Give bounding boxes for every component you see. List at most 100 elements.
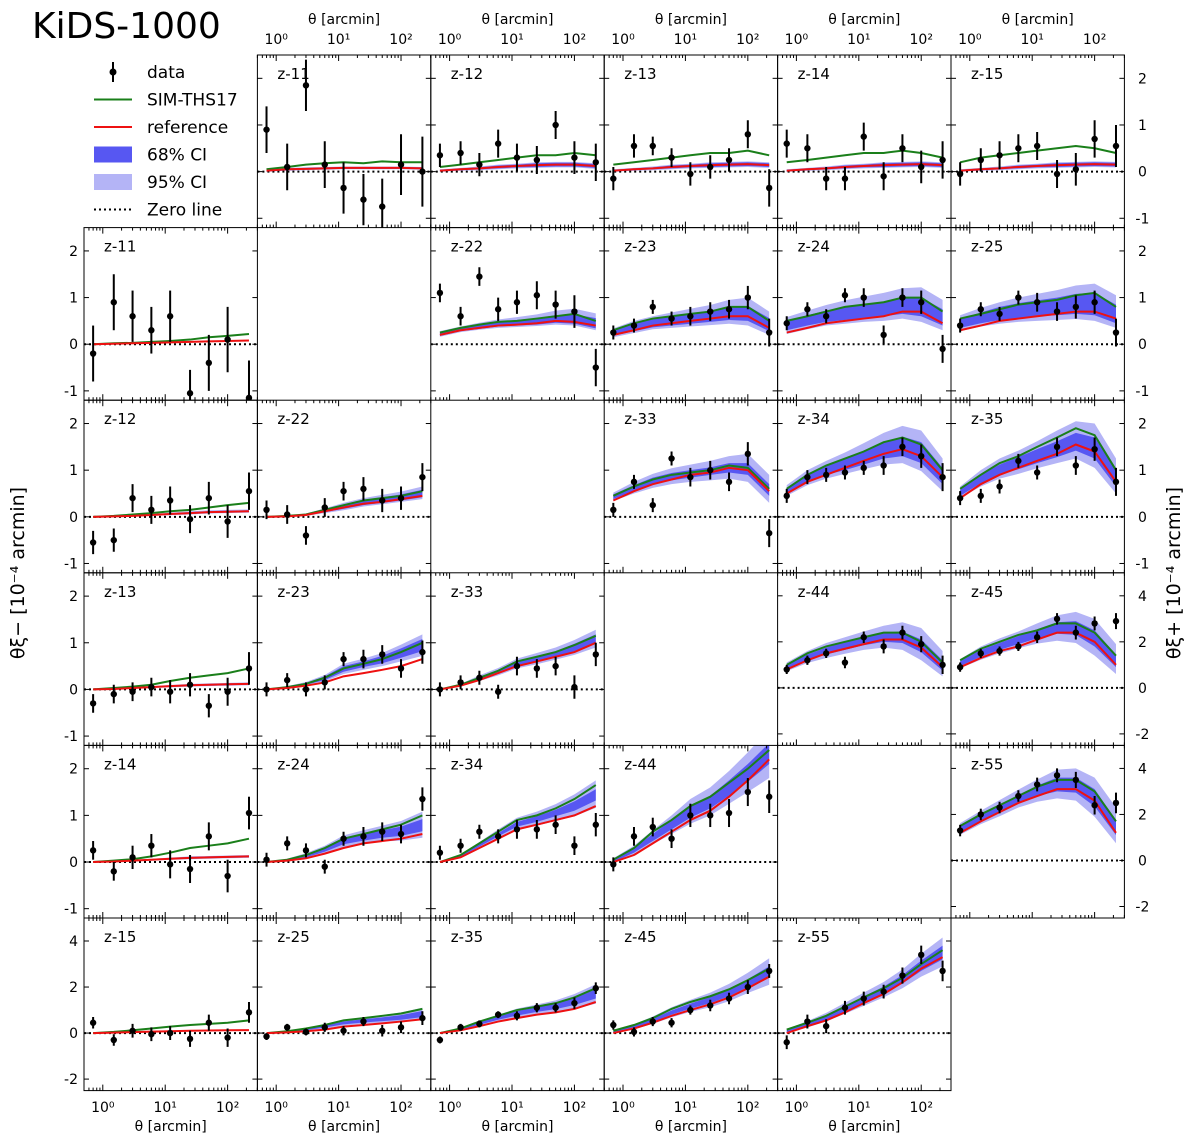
data-point: [668, 455, 675, 462]
data-point: [630, 478, 638, 486]
data-point: [494, 140, 502, 147]
data-point: [224, 1034, 231, 1041]
panel-label: z-24: [277, 755, 309, 773]
panel-label: z-13: [104, 583, 136, 601]
data-point: [841, 1004, 849, 1011]
data-point: [476, 674, 483, 681]
data-point: [610, 506, 617, 514]
sim-line: [613, 967, 770, 1032]
data-point: [687, 1006, 694, 1014]
panel-label: z-15: [971, 65, 1003, 83]
data-point: [899, 294, 906, 301]
y-tick-label-left: 0: [69, 855, 78, 871]
panel-plot-area: [430, 629, 605, 699]
y-tick-label-left: -2: [64, 1072, 78, 1088]
data-point: [899, 972, 906, 979]
panel-label: z-33: [451, 583, 483, 601]
panel-label: z-44: [624, 755, 656, 773]
y-tick-label-right: 1: [1138, 463, 1147, 479]
y-tick-label-left: 1: [69, 636, 78, 652]
panel-label: z-34: [798, 410, 830, 428]
data-point: [668, 315, 675, 322]
data-point: [610, 329, 617, 336]
reference-line: [266, 494, 423, 518]
panel-label: z-14: [104, 755, 136, 773]
data-point: [263, 126, 270, 133]
data-point: [533, 156, 541, 164]
data-point: [476, 828, 483, 835]
data-point: [379, 828, 386, 835]
x-tick-label: 10⁰: [611, 32, 635, 48]
x-tick-label: 10¹: [847, 1100, 870, 1116]
data-point: [245, 809, 253, 817]
data-point: [744, 450, 752, 458]
data-point: [379, 497, 386, 504]
y-tick-label-right: -1: [1135, 556, 1149, 572]
y-tick-label-left: 4: [69, 934, 78, 950]
data-point: [379, 203, 386, 210]
legend-swatch-ci95: [94, 174, 132, 190]
sim-line: [266, 1007, 423, 1035]
data-point: [494, 1011, 502, 1018]
data-point: [822, 313, 830, 320]
x-tick-label: 10²: [216, 1100, 239, 1116]
data-point: [860, 464, 867, 472]
x-tick-label: 10⁰: [785, 32, 809, 48]
data-point: [533, 292, 541, 299]
data-point: [419, 795, 426, 803]
data-point: [956, 322, 964, 329]
data-point: [494, 306, 502, 313]
data-point: [996, 310, 1003, 318]
y-tick-label-right: 0: [1138, 853, 1147, 869]
panel-z-45-xi_plus: z-45: [950, 572, 1125, 746]
data-point: [1072, 166, 1080, 173]
x-tick-label: 10¹: [500, 1100, 523, 1116]
data-point: [744, 131, 752, 138]
data-point: [1015, 294, 1022, 301]
data-point: [1072, 303, 1080, 311]
data-point: [687, 473, 694, 481]
data-point: [783, 666, 790, 673]
data-point: [996, 647, 1003, 655]
data-point: [397, 1024, 405, 1031]
x-tick-label: 10²: [736, 1100, 759, 1116]
data-point: [494, 688, 502, 695]
data-point: [592, 821, 599, 828]
ci95-band: [613, 745, 770, 863]
data-point: [880, 988, 887, 995]
legend-label-data: data: [147, 63, 185, 83]
panel-label: z-23: [624, 238, 656, 256]
data-point: [630, 322, 638, 329]
x-axis-label: θ [arcmin]: [308, 1119, 380, 1135]
reference-line: [786, 638, 944, 671]
data-point: [725, 156, 733, 164]
reference-line: [266, 833, 423, 864]
panel-z-11-xi_plus: z-11: [256, 54, 432, 229]
x-tick-label: 10¹: [1020, 32, 1043, 48]
sim-line: [959, 622, 1117, 662]
data-point: [224, 518, 231, 525]
x-axis-label: θ [arcmin]: [1002, 12, 1074, 28]
data-point: [533, 826, 541, 833]
data-point: [899, 629, 906, 636]
panel-z-13-xi_plus: z-13: [603, 54, 779, 229]
x-tick-label: 10¹: [500, 32, 523, 48]
data-point: [977, 156, 984, 164]
legend-label-ci68: 68% CI: [147, 146, 207, 166]
data-point: [765, 529, 773, 537]
x-axis-label: θ [arcmin]: [481, 12, 553, 28]
data-point: [302, 847, 310, 854]
data-point: [956, 494, 964, 502]
data-point: [571, 999, 578, 1007]
panel-label: z-34: [451, 755, 483, 773]
panel-plot-area: [257, 634, 431, 697]
data-point: [783, 492, 790, 500]
data-point: [841, 175, 849, 182]
panel-z-23-xi_minus: z-23: [256, 572, 432, 746]
panel-plot-area: [604, 745, 778, 872]
y-tick-label-left: 0: [69, 1026, 78, 1042]
panel-plot-area: [430, 267, 605, 387]
data-point: [321, 1024, 328, 1031]
panel-label: z-24: [798, 238, 830, 256]
panel-z-15-xi_minus: z-15: [83, 917, 258, 1092]
